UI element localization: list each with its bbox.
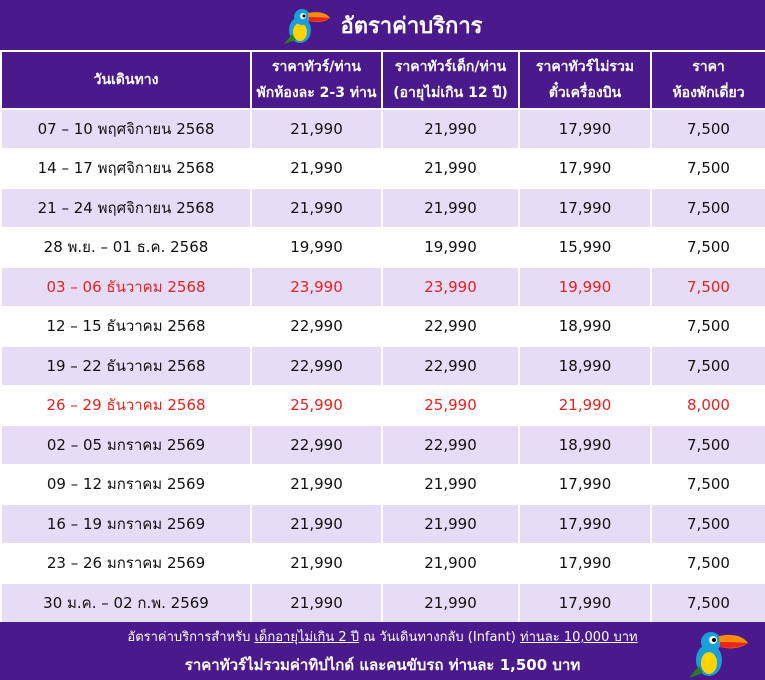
child-price-cell: 21,990 bbox=[381, 463, 520, 505]
table-row: 14 – 17 พฤศจิกายน 2568 21,990 21,990 17,990… bbox=[0, 147, 765, 189]
header-date: วันเดินทาง bbox=[0, 50, 252, 110]
child-price-cell: 22,990 bbox=[381, 424, 520, 466]
adult-price-cell: 21,990 bbox=[250, 108, 383, 150]
date-cell: 30 ม.ค. – 02 ก.พ. 2569 bbox=[0, 582, 252, 624]
date-cell: 16 – 19 มกราคม 2569 bbox=[0, 503, 252, 545]
adult-price-cell: 21,990 bbox=[250, 187, 383, 229]
no-ticket-price-cell: 17,990 bbox=[518, 582, 652, 624]
no-ticket-price-cell: 17,990 bbox=[518, 187, 652, 229]
header-no-ticket-price: ราคาทัวร์ไม่รวม ตั๋วเครื่องบิน bbox=[518, 50, 652, 110]
date-cell: 23 – 26 มกราคม 2569 bbox=[0, 542, 252, 584]
table-row: 16 – 19 มกราคม 2569 21,990 21,990 17,990 7,5… bbox=[0, 503, 765, 545]
date-cell: 07 – 10 พฤศจิกายน 2568 bbox=[0, 108, 252, 150]
table-row: 03 – 06 ธันวาคม 2568 23,990 23,990 19,990 7,… bbox=[0, 266, 765, 308]
no-ticket-price-cell: 17,990 bbox=[518, 463, 652, 505]
adult-price-cell: 21,990 bbox=[250, 542, 383, 584]
table-row: 02 – 05 มกราคม 2569 22,990 22,990 18,990 7,5… bbox=[0, 424, 765, 466]
no-ticket-price-cell: 17,990 bbox=[518, 108, 652, 150]
no-ticket-price-cell: 17,990 bbox=[518, 542, 652, 584]
child-price-cell: 21,990 bbox=[381, 147, 520, 189]
date-cell: 14 – 17 พฤศจิกายน 2568 bbox=[0, 147, 252, 189]
no-ticket-price-cell: 17,990 bbox=[518, 147, 652, 189]
header-row: วันเดินทาง ราคาทัวร์/ท่าน พักห้องละ 2-3 ท… bbox=[0, 50, 765, 110]
date-cell: 09 – 12 มกราคม 2569 bbox=[0, 463, 252, 505]
single-room-cell: 7,500 bbox=[650, 187, 765, 229]
toucan-icon bbox=[284, 9, 331, 44]
single-room-cell: 7,500 bbox=[650, 305, 765, 347]
date-cell: 28 พ.ย. – 01 ธ.ค. 2568 bbox=[0, 226, 252, 268]
adult-price-cell: 25,990 bbox=[250, 384, 383, 426]
no-ticket-price-cell: 19,990 bbox=[518, 266, 652, 308]
single-room-cell: 7,500 bbox=[650, 266, 765, 308]
no-ticket-price-cell: 18,990 bbox=[518, 424, 652, 466]
table-row: 23 – 26 มกราคม 2569 21,990 21,900 17,990 7,5… bbox=[0, 542, 765, 584]
single-room-cell: 7,500 bbox=[650, 147, 765, 189]
single-room-cell: 7,500 bbox=[650, 463, 765, 505]
no-ticket-price-cell: 15,990 bbox=[518, 226, 652, 268]
child-price-cell: 21,900 bbox=[381, 542, 520, 584]
single-room-cell: 7,500 bbox=[650, 582, 765, 624]
adult-price-cell: 21,990 bbox=[250, 503, 383, 545]
adult-price-cell: 21,990 bbox=[250, 582, 383, 624]
date-cell: 12 – 15 ธันวาคม 2568 bbox=[0, 305, 252, 347]
adult-price-cell: 22,990 bbox=[250, 424, 383, 466]
toucan-icon bbox=[689, 632, 748, 678]
header-child-price: ราคาทัวร์เด็ก/ท่าน (อายุไม่เกิน 12 ปี) bbox=[381, 50, 520, 110]
table-row: 28 พ.ย. – 01 ธ.ค. 2568 19,990 19,990 15,990… bbox=[0, 226, 765, 268]
footer-note: อัตราค่าบริการสำหรับ เด็กอายุไม่เกิน 2 ป… bbox=[0, 622, 765, 680]
single-room-cell: 7,500 bbox=[650, 108, 765, 150]
date-cell: 21 – 24 พฤศจิกายน 2568 bbox=[0, 187, 252, 229]
no-ticket-price-cell: 18,990 bbox=[518, 305, 652, 347]
tip-note: ราคาทัวร์ไม่รวมค่าทิปไกด์ และคนขับรถ ท่า… bbox=[184, 656, 581, 674]
single-room-cell: 7,500 bbox=[650, 503, 765, 545]
adult-price-cell: 21,990 bbox=[250, 463, 383, 505]
title-bar: อัตราค่าบริการ bbox=[0, 0, 765, 50]
child-price-cell: 22,990 bbox=[381, 305, 520, 347]
adult-price-cell: 22,990 bbox=[250, 345, 383, 387]
date-cell: 02 – 05 มกราคม 2569 bbox=[0, 424, 252, 466]
child-price-cell: 21,990 bbox=[381, 108, 520, 150]
single-room-cell: 7,500 bbox=[650, 345, 765, 387]
table-row: 09 – 12 มกราคม 2569 21,990 21,990 17,990 7,5… bbox=[0, 463, 765, 505]
header-single-room: ราคา ห้องพักเดี่ยว bbox=[650, 50, 765, 110]
adult-price-cell: 22,990 bbox=[250, 305, 383, 347]
child-price-cell: 23,990 bbox=[381, 266, 520, 308]
table-row: 19 – 22 ธันวาคม 2568 22,990 22,990 18,990 7,… bbox=[0, 345, 765, 387]
page-title: อัตราค่าบริการ bbox=[340, 13, 483, 39]
table-row: 12 – 15 ธันวาคม 2568 22,990 22,990 18,990 7,… bbox=[0, 305, 765, 347]
table-row: 07 – 10 พฤศจิกายน 2568 21,990 21,990 17,990… bbox=[0, 108, 765, 150]
adult-price-cell: 23,990 bbox=[250, 266, 383, 308]
table-row: 21 – 24 พฤศจิกายน 2568 21,990 21,990 17,990… bbox=[0, 187, 765, 229]
no-ticket-price-cell: 21,990 bbox=[518, 384, 652, 426]
child-price-cell: 21,990 bbox=[381, 187, 520, 229]
single-room-cell: 8,000 bbox=[650, 384, 765, 426]
date-cell: 03 – 06 ธันวาคม 2568 bbox=[0, 266, 252, 308]
child-price-cell: 21,990 bbox=[381, 503, 520, 545]
single-room-cell: 7,500 bbox=[650, 424, 765, 466]
price-table: วันเดินทาง ราคาทัวร์/ท่าน พักห้องละ 2-3 ท… bbox=[0, 50, 765, 624]
adult-price-cell: 21,990 bbox=[250, 147, 383, 189]
table-row: 26 – 29 ธันวาคม 2568 25,990 25,990 21,990 8,… bbox=[0, 384, 765, 426]
child-price-cell: 25,990 bbox=[381, 384, 520, 426]
adult-price-cell: 19,990 bbox=[250, 226, 383, 268]
single-room-cell: 7,500 bbox=[650, 542, 765, 584]
no-ticket-price-cell: 18,990 bbox=[518, 345, 652, 387]
child-price-cell: 21,990 bbox=[381, 582, 520, 624]
single-room-cell: 7,500 bbox=[650, 226, 765, 268]
child-price-cell: 22,990 bbox=[381, 345, 520, 387]
infant-note: อัตราค่าบริการสำหรับ เด็กอายุไม่เกิน 2 ป… bbox=[127, 630, 638, 645]
no-ticket-price-cell: 17,990 bbox=[518, 503, 652, 545]
table-row: 30 ม.ค. – 02 ก.พ. 2569 21,990 21,990 17,990… bbox=[0, 582, 765, 624]
date-cell: 19 – 22 ธันวาคม 2568 bbox=[0, 345, 252, 387]
date-cell: 26 – 29 ธันวาคม 2568 bbox=[0, 384, 252, 426]
header-adult-price: ราคาทัวร์/ท่าน พักห้องละ 2-3 ท่าน bbox=[250, 50, 383, 110]
child-price-cell: 19,990 bbox=[381, 226, 520, 268]
